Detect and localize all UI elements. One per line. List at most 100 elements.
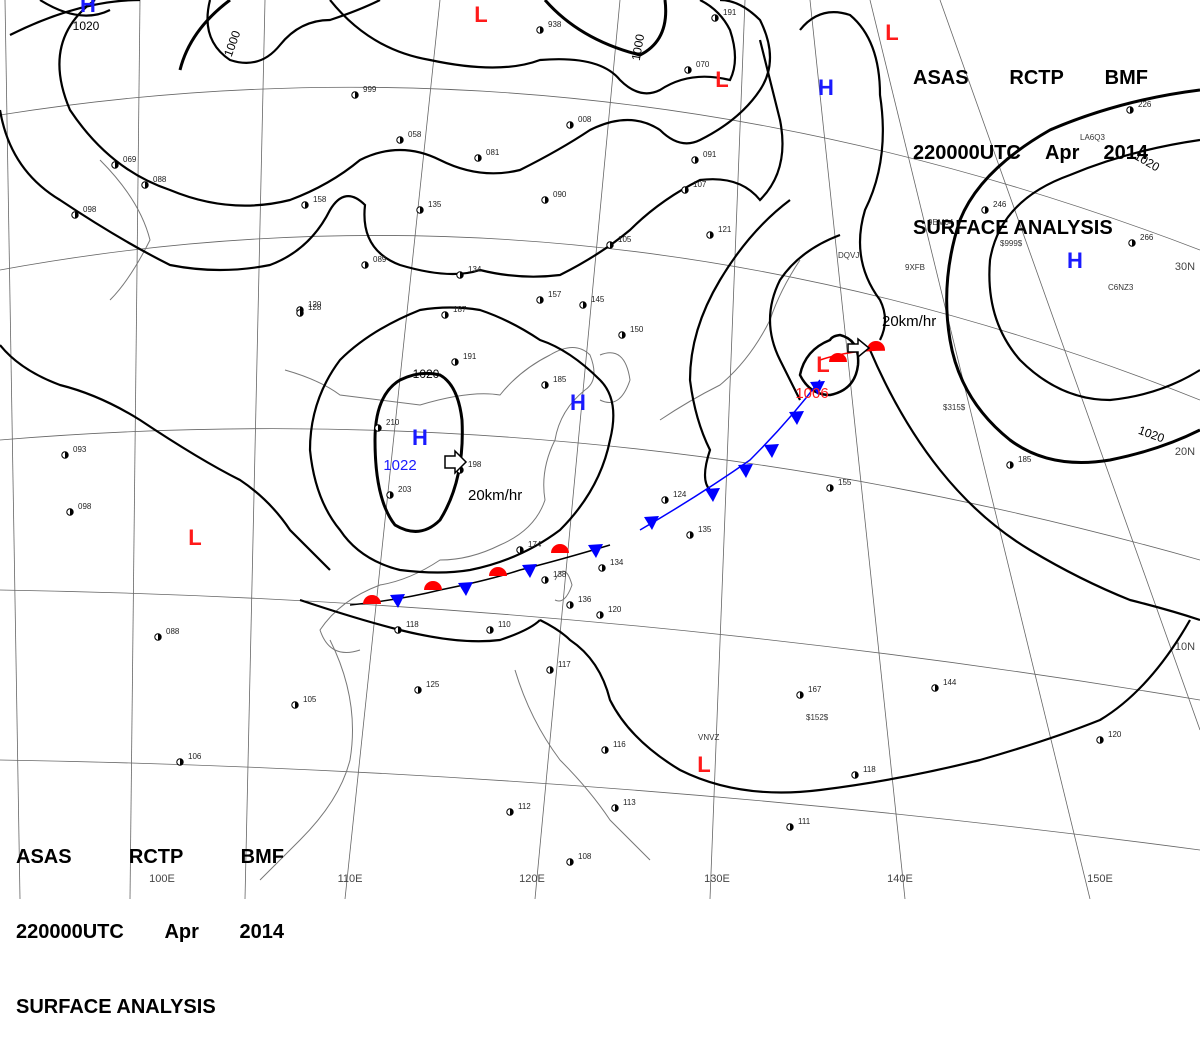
isobar bbox=[178, 0, 231, 71]
station-pressure: 210 bbox=[386, 418, 400, 427]
isobars bbox=[0, 0, 1200, 794]
station-pressure: 069 bbox=[123, 155, 137, 164]
cloud-cover-fill bbox=[665, 496, 669, 504]
coastline-taiwan bbox=[554, 570, 573, 602]
warm-front-symbol bbox=[424, 581, 442, 590]
station-pressure: 226 bbox=[1138, 100, 1152, 109]
station-pressure: 266 bbox=[1140, 233, 1154, 242]
isobar bbox=[308, 306, 615, 574]
high-pressure-center: H bbox=[80, 0, 96, 17]
cloud-cover-fill bbox=[600, 611, 604, 619]
station-plot: 158 bbox=[301, 195, 327, 209]
isobar bbox=[329, 0, 737, 95]
low-pressure-center: L bbox=[715, 67, 728, 92]
cloud-cover-fill bbox=[455, 358, 459, 366]
station-plots: 938 191 070 999 008 081 058 135 090 107 105 121 089 1… bbox=[61, 8, 1154, 866]
cloud-cover-fill bbox=[460, 466, 464, 474]
station-pressure: 174 bbox=[528, 540, 542, 549]
station-plot: 105 bbox=[291, 695, 317, 709]
parallel-line bbox=[0, 235, 1200, 401]
station-pressure: 118 bbox=[863, 765, 876, 774]
station-plot: 134 bbox=[456, 265, 482, 279]
station-pressure: 999 bbox=[363, 85, 377, 94]
station-plot: 191 bbox=[711, 8, 737, 22]
station-code: 9EM04 bbox=[928, 218, 954, 227]
cloud-cover-fill bbox=[545, 196, 549, 204]
station-pressure: 117 bbox=[558, 660, 571, 669]
cloud-cover-fill bbox=[790, 823, 794, 831]
station-pressure: 125 bbox=[426, 680, 440, 689]
station-pressure: 108 bbox=[578, 852, 592, 861]
station-plot: 136 bbox=[566, 595, 592, 609]
station-plot: 210 bbox=[374, 418, 400, 432]
station-pressure: 120 bbox=[1108, 730, 1122, 739]
longitude-label: 150E bbox=[1087, 873, 1113, 885]
station-plot: 226 bbox=[1126, 100, 1152, 114]
station-pressure: 120 bbox=[608, 605, 622, 614]
station-plot: 108 bbox=[566, 852, 592, 866]
cloud-cover-fill bbox=[1010, 461, 1014, 469]
station-pressure: 070 bbox=[696, 60, 710, 69]
cloud-cover-fill bbox=[830, 484, 834, 492]
station-plot: 266 bbox=[1128, 233, 1154, 247]
cloud-cover-fill bbox=[1100, 736, 1104, 744]
isobar bbox=[543, 0, 668, 57]
station-pressure: 105 bbox=[618, 235, 632, 244]
cloud-cover-fill bbox=[390, 491, 394, 499]
isobar bbox=[373, 371, 464, 533]
station-pressure: 246 bbox=[993, 200, 1007, 209]
cloud-cover-fill bbox=[610, 241, 614, 249]
station-pressure: 185 bbox=[1018, 455, 1032, 464]
station-plot: 145 bbox=[579, 295, 605, 309]
header-agency: ASAS bbox=[913, 67, 969, 89]
station-plot: 088 bbox=[154, 627, 180, 641]
warm-front-symbol bbox=[489, 567, 507, 576]
station-plot: 111 bbox=[786, 817, 811, 831]
weather-map: 938 191 070 999 008 081 058 135 090 107 105 121 089 1… bbox=[0, 0, 1200, 899]
cloud-cover-fill bbox=[570, 121, 574, 129]
coastline-japan bbox=[659, 259, 801, 421]
high-pressure-center: H bbox=[570, 390, 586, 415]
station-plot: 174 bbox=[516, 540, 542, 554]
cloud-cover-fill bbox=[710, 231, 714, 239]
motion-arrow-east bbox=[444, 449, 468, 475]
station-plot: 105 bbox=[606, 235, 632, 249]
station-pressure: 106 bbox=[188, 752, 202, 761]
cloud-cover-fill bbox=[545, 381, 549, 389]
station-pressure: 093 bbox=[73, 445, 87, 454]
cloud-cover-fill bbox=[300, 309, 304, 317]
station-pressure: 157 bbox=[548, 290, 562, 299]
station-pressure: 191 bbox=[463, 352, 477, 361]
cold-front-symbol bbox=[764, 444, 779, 458]
cloud-cover-fill bbox=[355, 91, 359, 99]
station-plot: 098 bbox=[66, 502, 92, 516]
longitude-label: 100E bbox=[149, 873, 175, 885]
station-pressure: 107 bbox=[693, 180, 707, 189]
station-plot: 098 bbox=[71, 205, 97, 219]
station-plot: 150 bbox=[618, 325, 644, 339]
header-line2: 220000UTC Apr 2014 bbox=[913, 141, 1148, 166]
isobar bbox=[688, 199, 791, 491]
station-plot: 117 bbox=[546, 660, 571, 674]
cloud-cover-fill bbox=[1132, 239, 1136, 247]
station-pressure: 134 bbox=[610, 558, 624, 567]
meridian-line bbox=[129, 0, 141, 899]
cold-front-symbol bbox=[738, 464, 753, 478]
station-pressure: 124 bbox=[673, 490, 687, 499]
cloud-cover-fill bbox=[688, 66, 692, 74]
cloud-cover-fill bbox=[478, 154, 482, 162]
isobar bbox=[9, 0, 141, 36]
cloud-cover-fill bbox=[685, 186, 689, 194]
station-pressure: 158 bbox=[313, 195, 327, 204]
parallel-line bbox=[0, 428, 1200, 561]
station-code: $315$ bbox=[943, 403, 966, 412]
low-pressure-center: L bbox=[188, 525, 201, 550]
station-plot: 135 bbox=[686, 525, 712, 539]
station-plot: 090 bbox=[541, 190, 567, 204]
latitude-label: 20N bbox=[1175, 446, 1195, 458]
station-plot: 167 bbox=[796, 685, 822, 699]
station-plot: 938 bbox=[536, 20, 562, 34]
header-year: 2014 bbox=[1103, 142, 1148, 164]
station-plot: 120 bbox=[1096, 730, 1122, 744]
station-pressure: 144 bbox=[943, 678, 957, 687]
